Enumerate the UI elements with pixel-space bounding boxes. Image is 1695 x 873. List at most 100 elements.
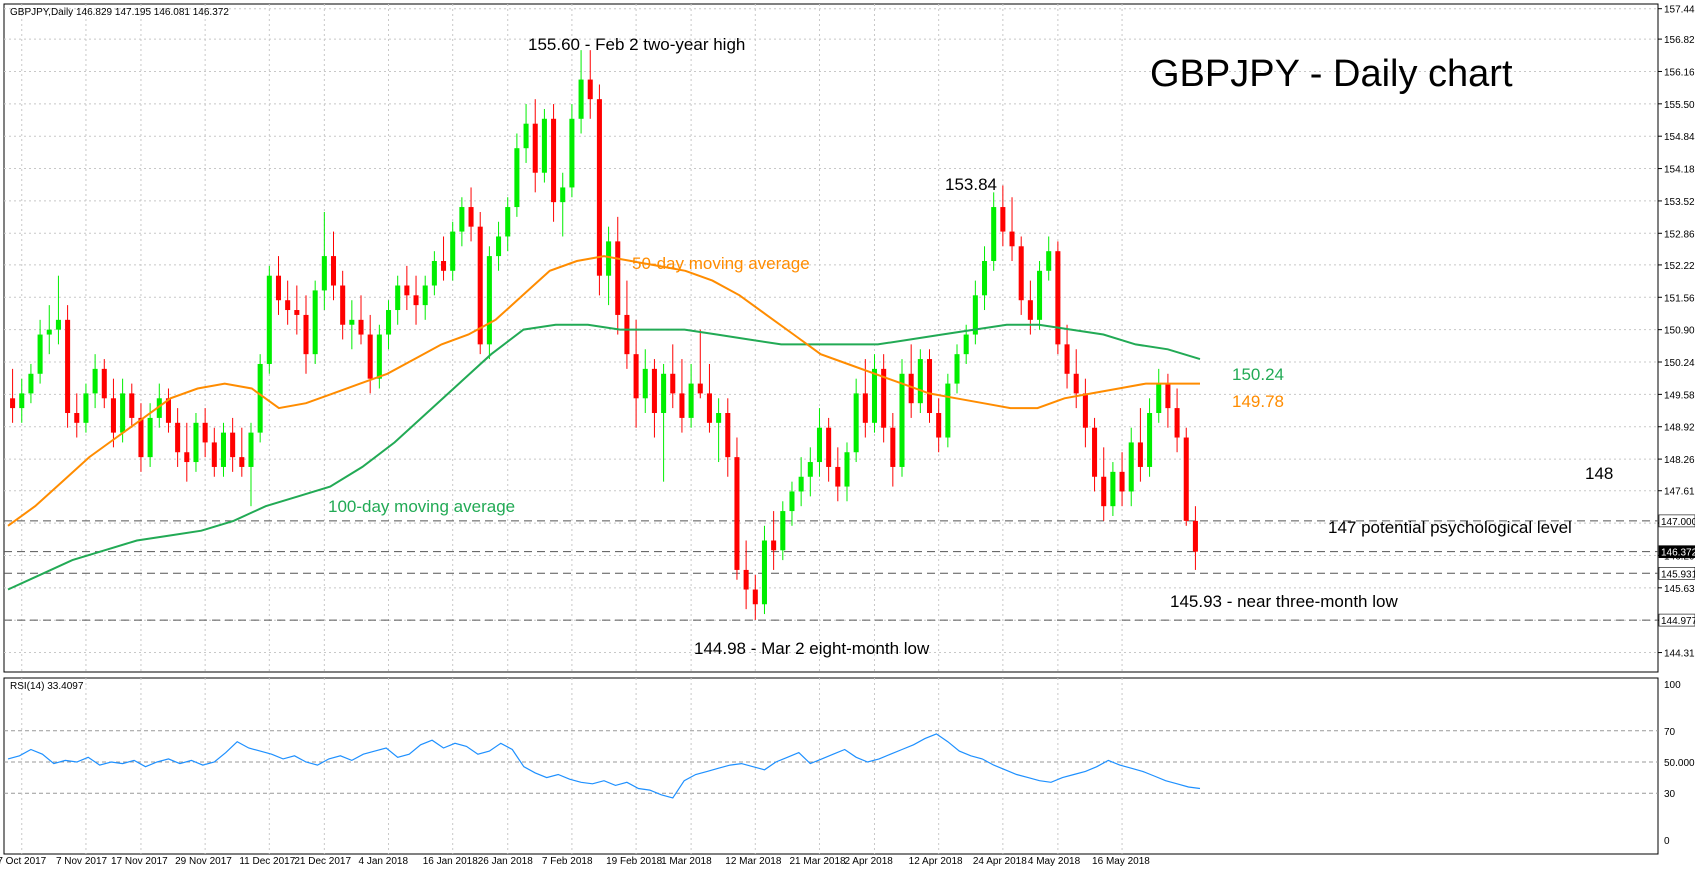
price-tick-label: 145.635: [1664, 584, 1695, 595]
bull-candle: [560, 187, 566, 203]
rsi-tick-label: 30: [1664, 789, 1676, 800]
bear-candle: [633, 354, 639, 399]
annotation-low-mar: 144.98 - Mar 2 eight-month low: [694, 639, 930, 658]
bull-candle: [266, 275, 272, 364]
bull-candle: [19, 393, 25, 409]
bear-candle: [10, 398, 16, 409]
bear-candle: [890, 427, 896, 467]
bear-candle: [413, 295, 419, 306]
price-tag-box: [1658, 567, 1695, 580]
date-label: 17 Nov 2017: [111, 856, 168, 867]
price-tag-box: [1658, 613, 1695, 627]
bear-candle: [294, 310, 300, 315]
date-label: 4 May 2018: [1028, 856, 1081, 867]
symbol-info: GBPJPY,Daily 146.829 147.195 146.081 146…: [10, 7, 229, 18]
rsi-tick-label: 100: [1664, 680, 1681, 691]
price-tag-label: 146.372: [1661, 548, 1695, 559]
bear-candle: [532, 123, 538, 173]
rsi-tick-label: 50.000: [1664, 758, 1695, 769]
bull-candle: [780, 511, 786, 551]
bull-candle: [431, 260, 437, 286]
bull-candle: [92, 368, 98, 394]
date-label: 1 Mar 2018: [661, 856, 712, 867]
date-label: 7 Feb 2018: [542, 856, 593, 867]
bull-candle: [386, 310, 392, 335]
date-label: 19 Feb 2018: [606, 856, 663, 867]
bear-candle: [230, 432, 236, 458]
bull-candle: [120, 393, 126, 433]
bear-candle: [826, 427, 832, 467]
rsi-panel-frame: [3, 677, 1659, 855]
price-tick-label: 150.900: [1664, 326, 1695, 337]
bear-candle: [1073, 373, 1079, 394]
bull-candle: [55, 319, 61, 330]
rsi-axis: 100 70 50.000 30 0: [1664, 680, 1695, 847]
bear-candle: [908, 373, 914, 404]
date-label: 16 Jan 2018: [423, 856, 478, 867]
bull-candle: [1037, 270, 1043, 320]
price-tags: 146.372 147.000 145.931 144.977: [1658, 514, 1695, 627]
bear-candle: [202, 422, 208, 443]
bull-candle: [853, 393, 859, 453]
annotation-147: 147 potential psychological level: [1328, 518, 1572, 537]
annotation-low-recent: 145.93 - near three-month low: [1170, 592, 1398, 611]
bear-candle: [1101, 476, 1107, 507]
bear-candle: [1009, 231, 1015, 247]
bear-candle: [596, 99, 602, 276]
annotation-ma50: 50-day moving average: [632, 254, 810, 273]
date-label: 7 Nov 2017: [56, 856, 108, 867]
bull-candle: [963, 334, 969, 355]
bear-candle: [110, 398, 116, 433]
bear-candle: [734, 457, 740, 570]
price-tag-box: [1658, 514, 1695, 528]
bull-candle: [807, 462, 813, 477]
bull-candle: [541, 118, 547, 173]
bear-candle: [1192, 520, 1198, 552]
price-tick-label: 150.240: [1664, 358, 1695, 369]
bull-candle: [496, 236, 502, 257]
bull-candle: [486, 256, 492, 345]
bear-candle: [1137, 442, 1143, 467]
annotation-ma100-value: 150.24: [1232, 365, 1284, 384]
bear-candle: [404, 285, 410, 296]
annotation-ma50-value: 149.78: [1232, 392, 1284, 411]
rsi-line: [7, 733, 1201, 799]
bull-candle: [523, 123, 529, 149]
bear-candle: [1174, 408, 1180, 438]
bull-candle: [606, 241, 612, 276]
bear-candle: [1000, 207, 1006, 232]
bull-candle: [972, 295, 978, 335]
rsi-tick-label: 0: [1664, 836, 1670, 847]
bull-candle: [789, 491, 795, 512]
annotation-peak2: 153.84: [945, 175, 997, 194]
candlesticks: [10, 50, 1198, 620]
bull-candle: [422, 285, 428, 306]
bear-candle: [165, 398, 171, 423]
bear-candle: [340, 285, 346, 325]
bull-candle: [1110, 471, 1116, 507]
bear-candle: [771, 540, 777, 551]
bull-candle: [761, 540, 767, 605]
bear-candle: [725, 413, 731, 458]
price-tick-label: 149.580: [1664, 390, 1695, 401]
bear-candle: [129, 393, 135, 418]
bear-candle: [743, 569, 749, 590]
bear-candle: [697, 383, 703, 394]
bull-candle: [37, 334, 43, 374]
price-tick-label: 148.260: [1664, 455, 1695, 466]
bull-candle: [1128, 442, 1134, 492]
bear-candle: [752, 589, 758, 605]
date-label: 12 Mar 2018: [725, 856, 782, 867]
bull-candle: [716, 413, 722, 423]
bear-candle: [358, 319, 364, 335]
bear-candle: [615, 241, 621, 315]
bull-candle: [688, 383, 694, 418]
bear-candle: [1018, 246, 1024, 301]
bull-candle: [945, 383, 951, 438]
price-tick-label: 147.615: [1664, 487, 1695, 498]
bull-candle: [642, 368, 648, 399]
bear-candle: [1092, 427, 1098, 477]
price-tick-label: 155.505: [1664, 100, 1695, 111]
bull-candle: [569, 118, 575, 188]
price-tick-label: 154.845: [1664, 132, 1695, 143]
